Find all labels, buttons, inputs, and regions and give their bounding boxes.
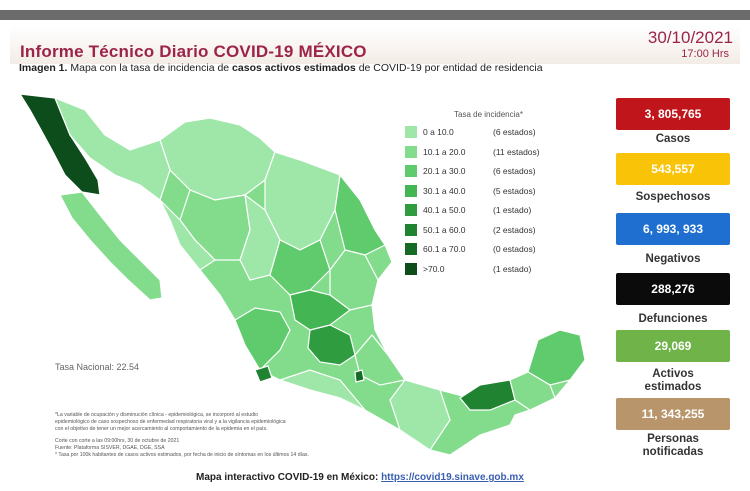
top-banner-bar: [0, 10, 750, 20]
footnote-line: Corte con corte a las 09:00hrs, 30 de oc…: [55, 438, 180, 444]
stat-value-box: 6, 993, 933: [616, 213, 730, 245]
legend-range: 60.1 a 70.0: [423, 244, 466, 254]
stat-value-box: 29,069: [616, 330, 730, 362]
state-region: [334, 173, 386, 256]
legend-count: (5 estados): [493, 185, 536, 196]
caption-prefix: Imagen 1.: [19, 62, 68, 74]
caption-bold: casos activos estimados: [232, 62, 356, 74]
image-caption: Imagen 1. Mapa con la tasa de incidencia…: [19, 62, 543, 74]
stat-value-box: 543,557: [616, 153, 730, 185]
legend-row: 30.1 a 40.0 (5 estados): [405, 184, 595, 199]
legend-swatch: [405, 204, 417, 216]
state-region: [289, 289, 351, 331]
legend-range: >70.0: [423, 263, 445, 274]
legend-range: 30.1 a 40.0: [423, 185, 466, 196]
legend-swatch: [405, 184, 417, 197]
legend-swatch: [405, 126, 417, 138]
legend-range: 0 a 10.0: [423, 127, 454, 137]
state-region: [527, 329, 586, 386]
state-region: [159, 199, 216, 271]
legend-swatch: [405, 262, 417, 275]
state-region: [234, 307, 291, 371]
caption-text-2: de COVID-19 por entidad de residencia: [355, 62, 543, 74]
stat-value-box: 288,276: [616, 273, 730, 305]
state-region: [329, 249, 379, 311]
stat-label: Personas notificadas: [642, 433, 704, 458]
interactive-map-label: Mapa interactivo COVID-19 en México:: [196, 472, 379, 483]
stat-value-box: 3, 805,765: [616, 98, 730, 130]
caption-text-1: Mapa con la tasa de incidencia de: [67, 62, 233, 74]
legend-count: (2 estados): [493, 224, 536, 235]
report-date: 30/10/2021: [647, 28, 733, 47]
state-region: [53, 96, 171, 201]
legend-row: >70.0 (1 estado): [405, 262, 595, 277]
interactive-map-text: Mapa interactivo COVID-19 en México: htt…: [196, 472, 524, 483]
stat-label: Sospechosos: [635, 191, 711, 203]
state-region: [254, 365, 273, 383]
state-region: [354, 369, 365, 383]
legend-row: 0 a 10.0 (6 estados): [405, 126, 595, 140]
footnote-line: Fuente: Plataforma SISVER, DGAE, DGE, SS…: [55, 445, 165, 451]
state-region: [239, 193, 281, 281]
legend-title: Tasa de incidencia*: [454, 110, 523, 119]
legend-range: 10.1 a 20.0: [423, 146, 466, 157]
mexico-incidence-map: [18, 93, 586, 456]
footnote-line: *La variable de ocupación y disminución …: [55, 412, 259, 418]
national-rate: Tasa Nacional: 22.54: [55, 362, 140, 372]
state-region: [307, 324, 356, 366]
stat-label: Negativos: [645, 253, 701, 265]
state-region: [389, 379, 451, 451]
interactive-map-link[interactable]: https://covid19.sinave.gob.mx: [381, 472, 524, 483]
state-region: [278, 369, 366, 411]
state-region: [269, 239, 331, 296]
stat-value-box: 11, 343,255: [616, 398, 730, 430]
legend-count: (11 estados): [493, 146, 540, 157]
state-baja-california-sur: [59, 191, 163, 301]
legend-swatch: [405, 243, 417, 255]
legend-range: 40.1 a 50.0: [423, 205, 466, 215]
legend-range: 50.1 a 60.0: [423, 224, 466, 235]
legend-row: 20.1 a 30.0 (6 estados): [405, 165, 595, 179]
legend-row: 50.1 a 60.0 (2 estados): [405, 223, 595, 238]
legend-swatch: [405, 223, 417, 236]
stat-label: Defunciones: [638, 313, 708, 325]
report-title: Informe Técnico Diario COVID-19 MÉXICO: [20, 42, 367, 61]
legend-count: (6 estados): [493, 127, 536, 137]
legend-swatch: [405, 165, 417, 177]
legend-count: (0 estados): [493, 244, 536, 254]
legend-row: 10.1 a 20.0 (11 estados): [405, 145, 595, 160]
footnote-line: epidemiológico de caso sospechoso de enf…: [55, 419, 286, 425]
legend-swatch: [405, 145, 417, 158]
legend-count: (6 estados): [493, 166, 536, 176]
state-region: [509, 371, 556, 411]
legend-row: 40.1 a 50.0 (1 estado): [405, 204, 595, 218]
report-time: 17:00 Hrs: [681, 48, 729, 60]
legend-count: (1 estado): [493, 205, 532, 215]
footnote-line: * Tasa por 100k habitantes de casos acti…: [55, 452, 309, 458]
stat-label: Activos estimados: [644, 368, 702, 393]
footnote-line: con el objetivo de tener un mejor acerca…: [55, 426, 268, 432]
legend-count: (1 estado): [493, 263, 532, 274]
legend-range: 20.1 a 30.0: [423, 166, 466, 176]
stat-label: Casos: [655, 133, 691, 145]
header-band: [10, 26, 740, 64]
legend-row: 60.1 a 70.0 (0 estados): [405, 243, 595, 257]
